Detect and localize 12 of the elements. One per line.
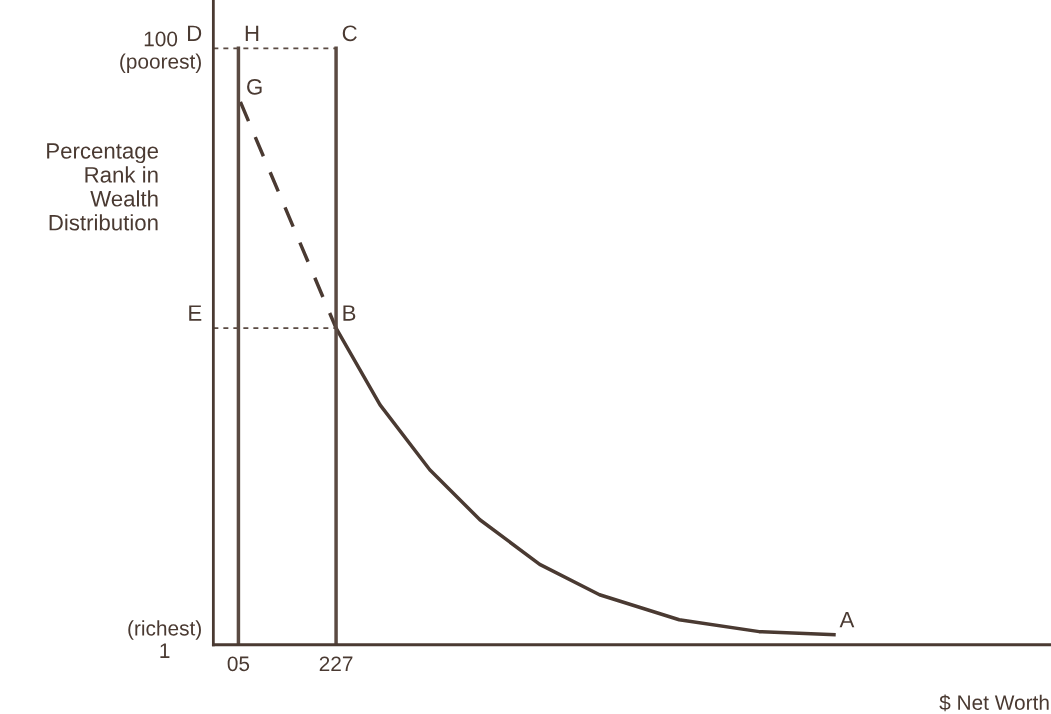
x-tick-label: 05 (227, 656, 250, 672)
annotation: C (342, 25, 357, 42)
annotation: E (189, 305, 202, 321)
x-axis-title: $ Net Worth (939, 694, 1049, 712)
y-axis-title: Percentage Rank in Wealth Distribution (47, 143, 158, 231)
annotation: H (245, 25, 259, 41)
annotation: A (839, 611, 855, 628)
annotation: B (343, 305, 356, 321)
y-tick-label: (richest) 1 (128, 620, 201, 658)
x-tick-label: 227 (319, 656, 353, 671)
annotation: D (188, 25, 202, 41)
annotation: G (247, 79, 262, 95)
